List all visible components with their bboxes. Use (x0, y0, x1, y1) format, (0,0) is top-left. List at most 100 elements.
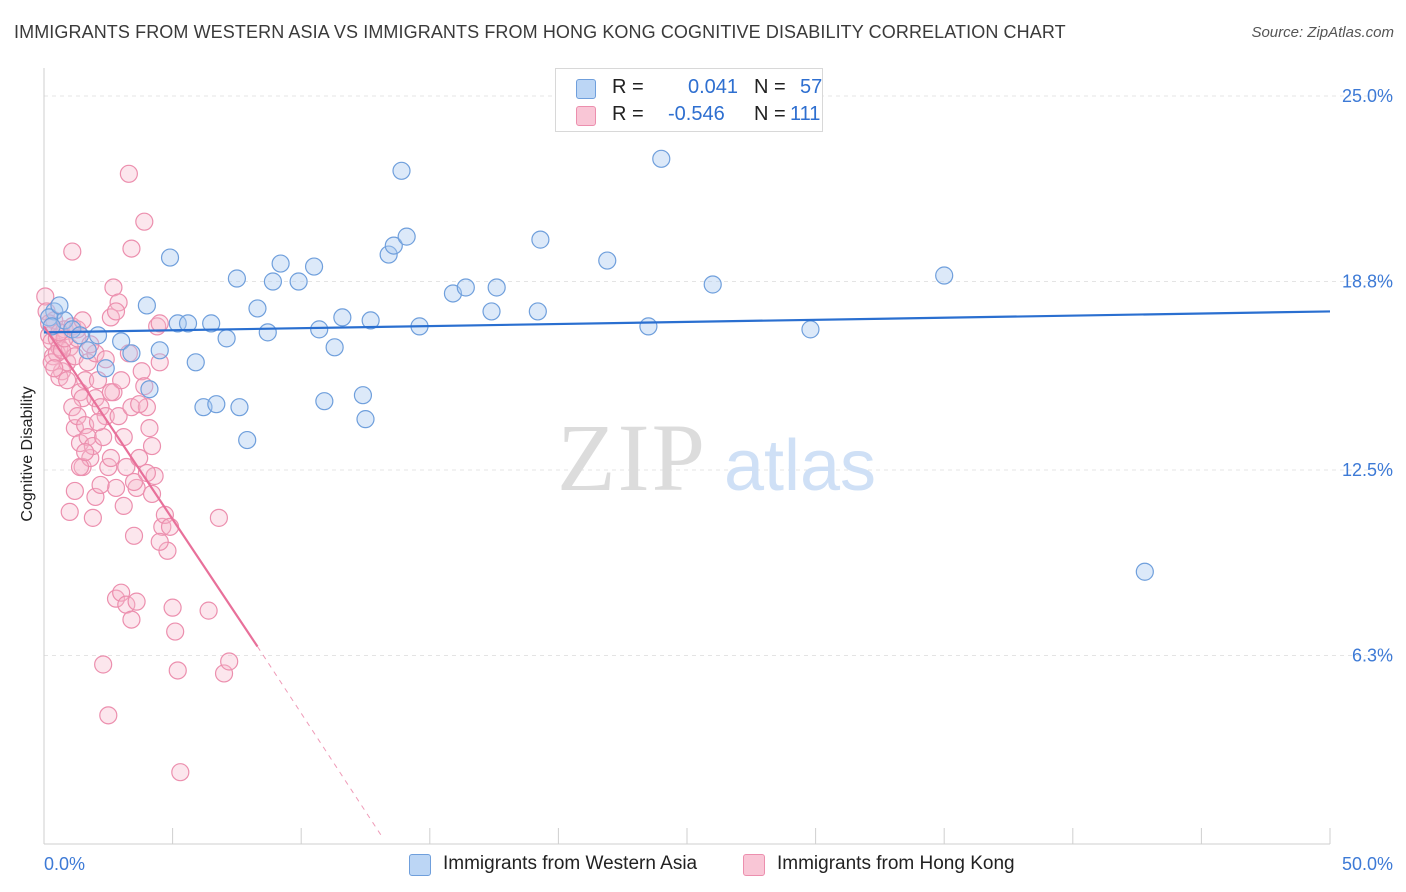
western-asia-point (361, 311, 380, 330)
hong-kong-point (142, 484, 162, 504)
western-asia-point (271, 254, 290, 273)
bottom-legend-label: Immigrants from Hong Kong (777, 853, 1015, 874)
hong-kong-point (150, 314, 169, 333)
hong-kong-point (91, 475, 110, 495)
hong-kong-point (163, 598, 182, 617)
western-asia-point (150, 341, 169, 360)
y-tick-label: 25.0% (1342, 86, 1393, 106)
correlation-legend: R = 0.041 N = 57 R = -0.546 N = 111 (555, 68, 823, 132)
legend-swatch-blue (576, 79, 596, 99)
western-asia-point (935, 266, 954, 285)
western-asia-point (315, 392, 334, 411)
western-asia-point (482, 302, 501, 321)
legend-n-value: 57 (800, 76, 823, 98)
hong-kong-point (214, 664, 234, 683)
hong-kong-point (86, 389, 105, 408)
western-asia-point (531, 230, 550, 249)
hong-kong-point (63, 398, 82, 417)
western-asia-point (304, 257, 324, 276)
legend-r-label: R = (612, 76, 644, 98)
western-asia-point (310, 320, 329, 339)
legend-row-western-asia: R = 0.041 N = 57 (576, 75, 822, 101)
hong-kong-point (122, 239, 141, 258)
watermark: ZIP atlas (557, 404, 876, 511)
western-asia-point (217, 329, 236, 348)
watermark-zip: ZIP (557, 404, 707, 511)
hong-kong-trend-extension (257, 646, 382, 836)
hong-kong-point (127, 592, 146, 611)
y-axis-label: Cognitive Disability (19, 386, 36, 522)
legend-n-value: 111 (790, 103, 821, 125)
western-asia-point (122, 344, 141, 363)
western-asia-point (456, 278, 475, 297)
x-tick-label-left: 0.0% (44, 854, 85, 874)
hong-kong-point (58, 371, 77, 390)
hong-kong-point (112, 583, 131, 602)
bottom-legend-swatch-pink (743, 854, 765, 876)
hong-kong-point (88, 413, 108, 432)
western-asia-points (40, 149, 1154, 581)
western-asia-point (70, 326, 90, 345)
western-asia-point (160, 248, 180, 267)
western-asia-point (528, 302, 547, 321)
hong-kong-point (122, 610, 141, 629)
bottom-legend-western-asia: Immigrants from Western Asia (409, 852, 729, 878)
hong-kong-point (166, 622, 185, 641)
y-tick-label: 12.5% (1342, 460, 1393, 480)
legend-n-label: N = (754, 103, 786, 125)
western-asia-point (202, 314, 221, 333)
hong-kong-point (160, 517, 180, 536)
western-asia-point (207, 395, 226, 414)
hong-kong-point (65, 481, 84, 501)
legend-n-label: N = (754, 76, 786, 98)
hong-kong-point (150, 532, 169, 551)
y-tick-label: 18.8% (1342, 272, 1393, 292)
hong-kong-point (101, 448, 120, 468)
western-asia-point (227, 269, 246, 288)
legend-r-value: -0.546 (668, 103, 725, 125)
source-label: Source: ZipAtlas.com (1251, 24, 1394, 41)
hong-kong-point (45, 359, 64, 378)
hong-kong-point (63, 242, 82, 261)
y-tick-labels: 6.3% 12.5% 18.8% 25.0% (1342, 86, 1393, 666)
axes (43, 68, 1331, 845)
western-asia-point (238, 430, 257, 450)
western-asia-point (88, 326, 108, 345)
hong-kong-point (78, 427, 97, 447)
western-asia-point (258, 323, 277, 342)
hong-kong-point (60, 502, 79, 521)
hong-kong-point (220, 652, 239, 671)
watermark-atlas: atlas (724, 426, 876, 506)
chart-title: IMMIGRANTS FROM WESTERN ASIA VS IMMIGRAN… (14, 22, 1066, 42)
hong-kong-point (99, 706, 118, 725)
hong-kong-point (106, 589, 126, 608)
western-asia-point (112, 332, 131, 351)
western-asia-point (1135, 562, 1154, 581)
hong-kong-points (36, 164, 239, 782)
hong-kong-point (101, 383, 120, 402)
hong-kong-point (106, 302, 126, 321)
hong-kong-point (36, 287, 55, 306)
hong-kong-trend-line (43, 325, 259, 648)
legend-r-label: R = (612, 103, 644, 125)
hong-kong-point (119, 164, 138, 183)
western-asia-point (801, 320, 820, 339)
grid-lines (44, 95, 1395, 657)
hong-kong-point (130, 395, 149, 414)
bottom-legend-swatch-blue (409, 854, 431, 876)
hong-kong-point (124, 526, 144, 545)
western-asia-point (333, 308, 352, 327)
hong-kong-point (168, 661, 187, 680)
hong-kong-point (209, 508, 228, 527)
western-asia-point (78, 341, 97, 360)
western-asia-point (289, 272, 308, 291)
western-asia-point (703, 275, 722, 294)
western-asia-point (397, 227, 416, 246)
western-asia-point (639, 317, 658, 336)
hong-kong-point (132, 362, 151, 381)
hong-kong-point (171, 763, 190, 782)
legend-swatch-pink (576, 106, 596, 126)
hong-kong-point (117, 457, 136, 477)
x-tick-labels: 0.0% 50.0% (44, 854, 1393, 874)
